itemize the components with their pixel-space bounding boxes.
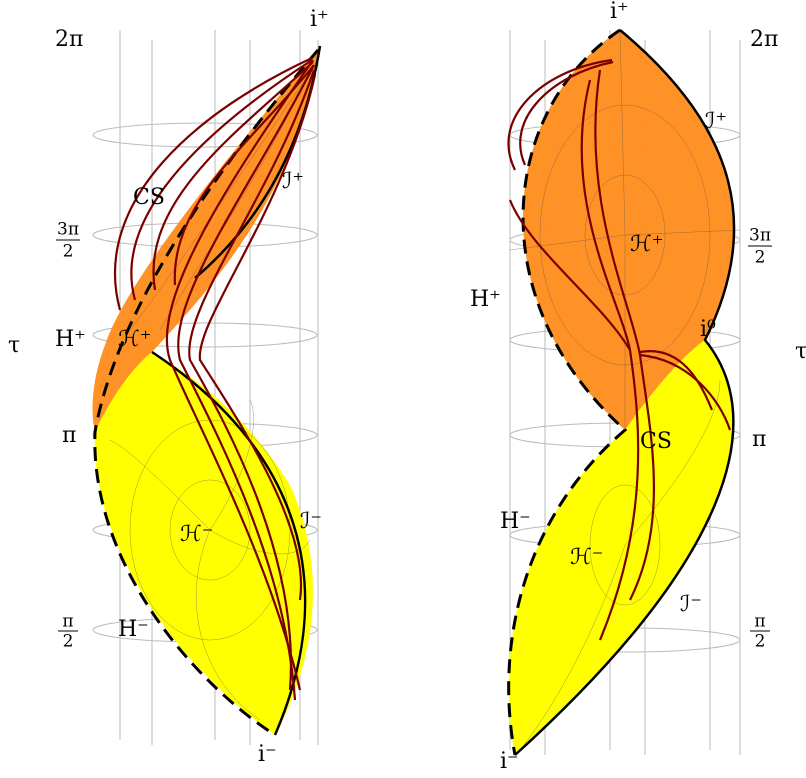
label: ℋ⁺ — [118, 327, 151, 352]
fraction-denominator: 2 — [755, 632, 766, 652]
label: ℐ⁻ — [680, 592, 702, 617]
label: τ — [795, 339, 806, 364]
fraction-numerator: π — [62, 612, 73, 632]
scri-right — [514, 29, 736, 756]
fraction-numerator: 3π — [749, 226, 771, 246]
label: ℐ⁺ — [282, 169, 304, 194]
label: H⁺ — [55, 327, 86, 352]
label: i⁰ — [700, 317, 716, 342]
label: ℋ⁻ — [180, 522, 213, 547]
fraction-denominator: 2 — [63, 242, 74, 262]
label: i⁺ — [610, 0, 629, 24]
label: 2π — [750, 27, 778, 52]
label: ℐ⁻ — [300, 509, 322, 534]
fraction-numerator: 3π — [57, 220, 79, 240]
labels-right: i⁺ 2π ℐ⁺ ℋ⁺ 3π 2 H⁺ i⁰ τ CS π H⁻ ℋ⁻ ℐ⁻ π… — [470, 0, 806, 774]
trajectories-left — [113, 57, 317, 701]
label: CS — [133, 185, 165, 210]
horizon-left — [93, 49, 320, 737]
label: 2π — [55, 27, 83, 52]
future-region-left — [92, 46, 320, 432]
past-region-left — [94, 352, 313, 735]
label: CS — [640, 429, 672, 454]
trajectories-right — [507, 58, 732, 641]
labels-left: i⁺ 2π ℐ⁺ CS 3π 2 H⁺ ℋ⁺ τ π ℋ⁻ ℐ⁻ π 2 H⁻ … — [8, 7, 329, 767]
label: π — [752, 427, 766, 452]
fraction-numerator: π — [754, 612, 765, 632]
horizon-right — [507, 28, 628, 756]
label: H⁻ — [118, 617, 149, 642]
label: π — [62, 423, 76, 448]
label: H⁻ — [500, 509, 531, 534]
label: ℐ⁺ — [705, 109, 727, 134]
future-region-right — [523, 30, 735, 430]
fraction-denominator: 2 — [63, 632, 74, 652]
fraction-denominator: 2 — [755, 248, 766, 268]
label: i⁻ — [500, 749, 519, 774]
label: i⁺ — [310, 7, 329, 32]
label: ℋ⁻ — [570, 545, 603, 570]
label: i⁻ — [258, 742, 277, 767]
past-region-right — [508, 340, 734, 755]
label: τ — [8, 333, 20, 358]
label: H⁺ — [470, 287, 501, 312]
label: ℋ⁺ — [630, 232, 663, 257]
